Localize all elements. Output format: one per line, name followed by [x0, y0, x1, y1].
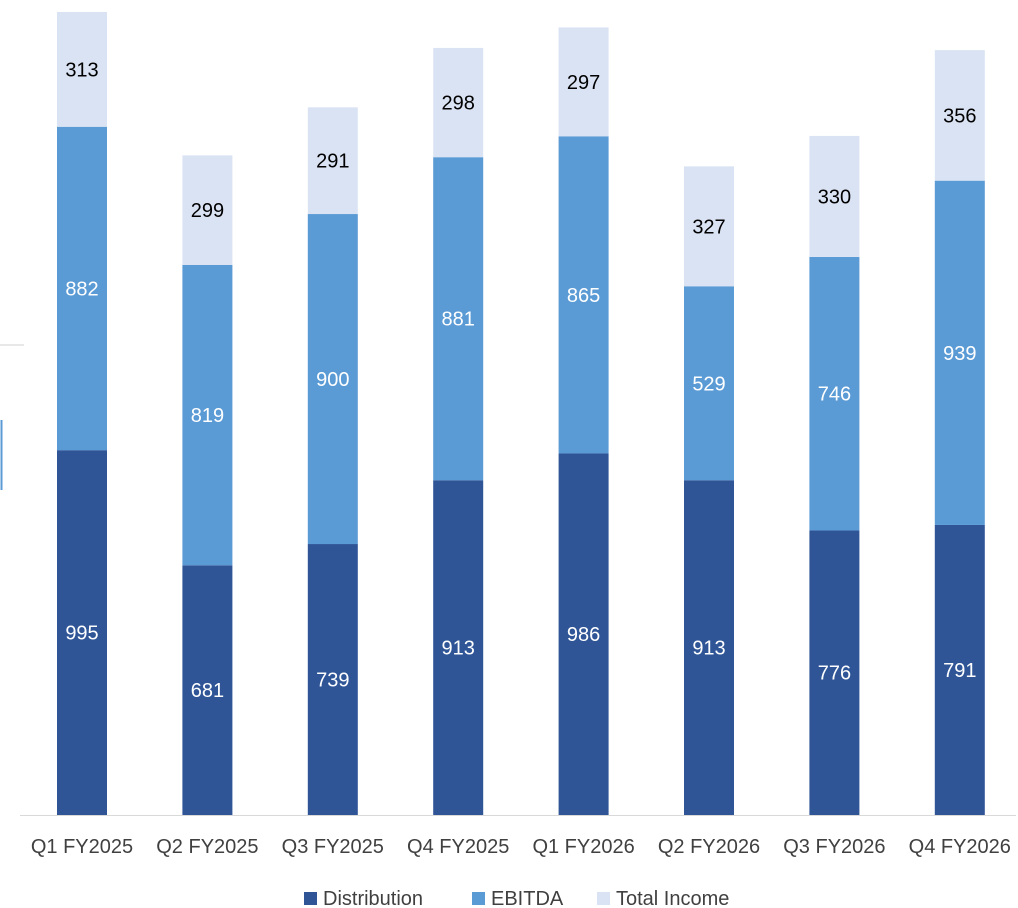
- x-tick-label-q2-fy2026: Q2 FY2026: [658, 836, 760, 858]
- legend-item-distribution: Distribution: [304, 888, 423, 908]
- data-label-total-income-q1-fy2026: 297: [567, 72, 600, 94]
- legend-swatch-distribution: [304, 892, 317, 905]
- data-label-total-income-q1-fy2025: 313: [65, 59, 98, 81]
- data-label-ebitda-q4-fy2025: 881: [442, 309, 475, 331]
- x-tick-label-q1-fy2026: Q1 FY2026: [532, 836, 634, 858]
- legend-swatch-ebitda: [472, 892, 485, 905]
- legend-label-ebitda: EBITDA: [491, 888, 564, 908]
- x-tick-label-q3-fy2026: Q3 FY2026: [783, 836, 885, 858]
- data-label-total-income-q2-fy2025: 299: [191, 200, 224, 222]
- data-label-total-income-q3-fy2026: 330: [818, 186, 851, 208]
- data-label-total-income-q4-fy2025: 298: [442, 93, 475, 115]
- x-axis: Q1 FY2025 Q2 FY2025 Q3 FY2025 Q4 FY2025 Q1 F…: [20, 816, 1016, 859]
- data-label-distribution-q4-fy2026: 791: [943, 660, 976, 682]
- x-tick-label-q1-fy2025: Q1 FY2025: [31, 836, 133, 858]
- data-label-distribution-q2-fy2025: 681: [191, 680, 224, 702]
- data-label-distribution-q2-fy2026: 913: [692, 638, 725, 660]
- data-label-total-income-q4-fy2026: 356: [943, 105, 976, 127]
- data-label-ebitda-q4-fy2026: 939: [943, 343, 976, 365]
- legend: Distribution EBITDA Total Income: [304, 888, 729, 908]
- legend-swatch-total-income: [597, 892, 610, 905]
- x-tick-label-q2-fy2025: Q2 FY2025: [156, 836, 258, 858]
- data-label-ebitda-q3-fy2026: 746: [818, 384, 851, 406]
- data-label-total-income-q3-fy2025: 291: [316, 151, 349, 173]
- data-label-ebitda-q1-fy2026: 865: [567, 285, 600, 307]
- data-label-ebitda-q3-fy2025: 900: [316, 369, 349, 391]
- legend-label-distribution: Distribution: [323, 888, 423, 908]
- data-label-distribution-q1-fy2025: 995: [65, 623, 98, 645]
- data-label-distribution-q4-fy2025: 913: [442, 638, 475, 660]
- data-label-total-income-q2-fy2026: 327: [692, 216, 725, 238]
- legend-item-ebitda: EBITDA: [472, 888, 564, 908]
- legend-label-total-income: Total Income: [616, 888, 729, 908]
- legend-item-total-income: Total Income: [597, 888, 729, 908]
- data-label-ebitda-q1-fy2025: 882: [65, 278, 98, 300]
- data-label-ebitda-q2-fy2026: 529: [692, 373, 725, 395]
- data-label-distribution-q3-fy2026: 776: [818, 663, 851, 685]
- x-tick-label-q3-fy2025: Q3 FY2025: [282, 836, 384, 858]
- x-tick-label-q4-fy2025: Q4 FY2025: [407, 836, 509, 858]
- data-label-distribution-q1-fy2026: 986: [567, 624, 600, 646]
- data-label-ebitda-q2-fy2025: 819: [191, 405, 224, 427]
- data-label-distribution-q3-fy2025: 739: [316, 670, 349, 692]
- x-tick-label-q4-fy2026: Q4 FY2026: [909, 836, 1011, 858]
